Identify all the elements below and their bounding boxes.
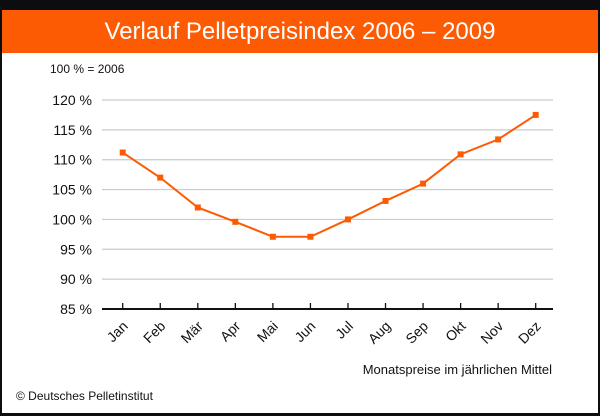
data-point-nov	[495, 136, 502, 143]
copyright-text: © Deutsches Pelletinstitut	[16, 389, 154, 403]
data-point-jan	[119, 149, 126, 156]
series-line	[122, 114, 537, 238]
data-point-aug	[382, 197, 389, 204]
y-tick-label: 120 %	[52, 92, 92, 108]
x-tick-label: Aug	[365, 318, 394, 347]
data-point-jun	[307, 233, 314, 240]
x-tick-label: Feb	[140, 318, 169, 347]
data-point-feb	[157, 174, 164, 181]
x-tick-label: Dez	[515, 318, 544, 347]
x-tick-label: Jun	[291, 318, 318, 345]
data-point-sep	[420, 180, 427, 187]
data-point-apr	[232, 218, 239, 225]
x-tick-label: Sep	[402, 318, 431, 347]
data-point-jul	[344, 216, 351, 223]
x-tick-label: Jan	[104, 318, 131, 345]
chart-title: Verlauf Pelletpreisindex 2006 – 2009	[2, 10, 598, 53]
y-tick-label: 95 %	[60, 241, 92, 257]
y-tick-label: 100 %	[52, 211, 92, 227]
y-tick-label: 105 %	[52, 182, 92, 198]
x-tick-label: Jul	[332, 318, 356, 342]
data-point-mai	[269, 233, 276, 240]
x-tick-label: Nov	[477, 318, 506, 347]
y-tick-label: 110 %	[53, 152, 92, 168]
x-tick-label: Mai	[254, 318, 281, 345]
chart-panel: Verlauf Pelletpreisindex 2006 – 2009	[2, 10, 598, 413]
y-tick-label: 115 %	[53, 122, 92, 138]
data-point-okt	[457, 151, 464, 158]
x-axis-label: Monatspreise im jährlichen Mittel	[363, 362, 552, 377]
x-tick-label: Apr	[217, 318, 244, 345]
x-tick-label: Okt	[442, 318, 469, 345]
y-tick-label: 90 %	[60, 271, 92, 287]
data-point-dez	[532, 111, 539, 118]
data-point-mär	[194, 204, 201, 211]
chart-subtitle: 100 % = 2006	[50, 62, 125, 76]
x-tick-label: Mär	[178, 318, 207, 347]
y-tick-label: 85 %	[60, 301, 92, 317]
